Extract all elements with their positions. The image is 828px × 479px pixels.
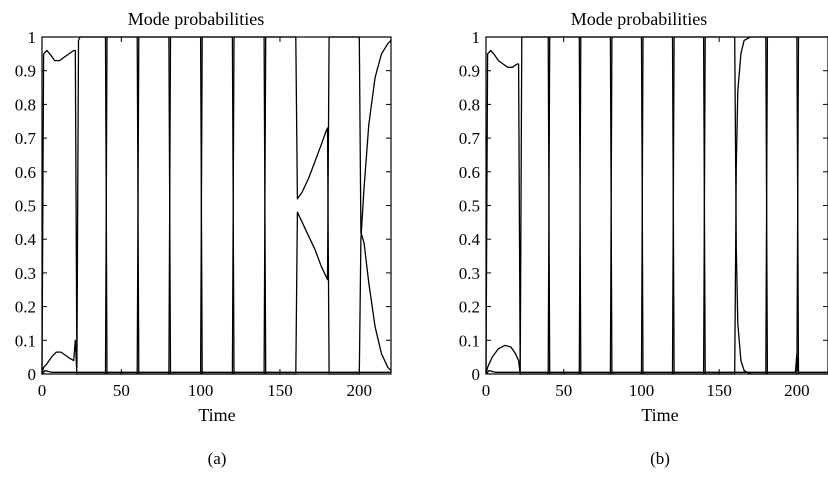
y-tick-label-b: 0.7 <box>459 129 481 148</box>
y-tick-label-b: 0.2 <box>459 298 480 317</box>
y-tick-label-b: 0 <box>472 365 481 384</box>
y-tick-label-b: 0.6 <box>459 163 480 182</box>
series-line-a-2 <box>41 36 392 375</box>
y-tick-label-b: 0.1 <box>459 331 480 350</box>
y-tick-label-b: 0.9 <box>459 62 480 81</box>
x-tick-label-a: 100 <box>188 381 214 400</box>
y-tick-label-a: 0.7 <box>15 129 37 148</box>
x-tick-label-b: 150 <box>706 381 732 400</box>
panel-caption-a: (a) <box>208 449 227 468</box>
y-tick-label-a: 1 <box>28 28 37 47</box>
panel-b: Mode probabilities Time (b) 0 0.1 0.2 0.3 0.… <box>459 9 828 468</box>
series-line-a-3 <box>41 369 391 375</box>
y-tick-label-b: 0.5 <box>459 197 480 216</box>
x-tick-label-b: 50 <box>555 381 572 400</box>
x-tick-label-a: 200 <box>347 381 373 400</box>
y-tick-label-a: 0.5 <box>15 197 36 216</box>
y-tick-label-b: 0.4 <box>459 230 481 249</box>
x-tick-label-a: 150 <box>267 381 293 400</box>
panel-caption-b: (b) <box>650 449 670 468</box>
x-tick-label-b: 200 <box>784 381 810 400</box>
series-line-b-3 <box>485 353 828 375</box>
y-tick-label-a: 0.6 <box>15 163 36 182</box>
panel-a: Mode probabilities Time (a) 0 0.1 0.2 0.3 0.… <box>15 9 392 468</box>
y-tick-label-a: 0.2 <box>15 298 36 317</box>
y-tick-label-b: 0.3 <box>459 264 480 283</box>
y-tick-label-a: 0 <box>28 365 37 384</box>
y-tick-label-a: 0.1 <box>15 331 36 350</box>
series-line-b-1 <box>485 36 828 375</box>
chart-title-a: Mode probabilities <box>128 9 264 29</box>
series-line-a-1 <box>41 36 392 375</box>
plot-frame-b <box>485 36 828 375</box>
x-tick-label-a: 50 <box>113 381 130 400</box>
x-tick-label-b: 0 <box>482 381 491 400</box>
series-line-b-2 <box>485 36 828 375</box>
y-tick-label-a: 0.3 <box>15 264 36 283</box>
x-tick-label-a: 0 <box>38 381 47 400</box>
y-tick-label-a: 0.9 <box>15 62 36 81</box>
y-tick-label-a: 0.8 <box>15 95 36 114</box>
plot-frame-a <box>41 36 392 375</box>
x-axis-label-a: Time <box>198 405 235 425</box>
y-tick-label-b: 0.8 <box>459 95 480 114</box>
chart-title-b: Mode probabilities <box>571 9 707 29</box>
y-tick-label-a: 0.4 <box>15 230 37 249</box>
x-tick-label-b: 100 <box>629 381 655 400</box>
x-axis-label-b: Time <box>641 405 678 425</box>
y-tick-label-b: 1 <box>472 28 481 47</box>
